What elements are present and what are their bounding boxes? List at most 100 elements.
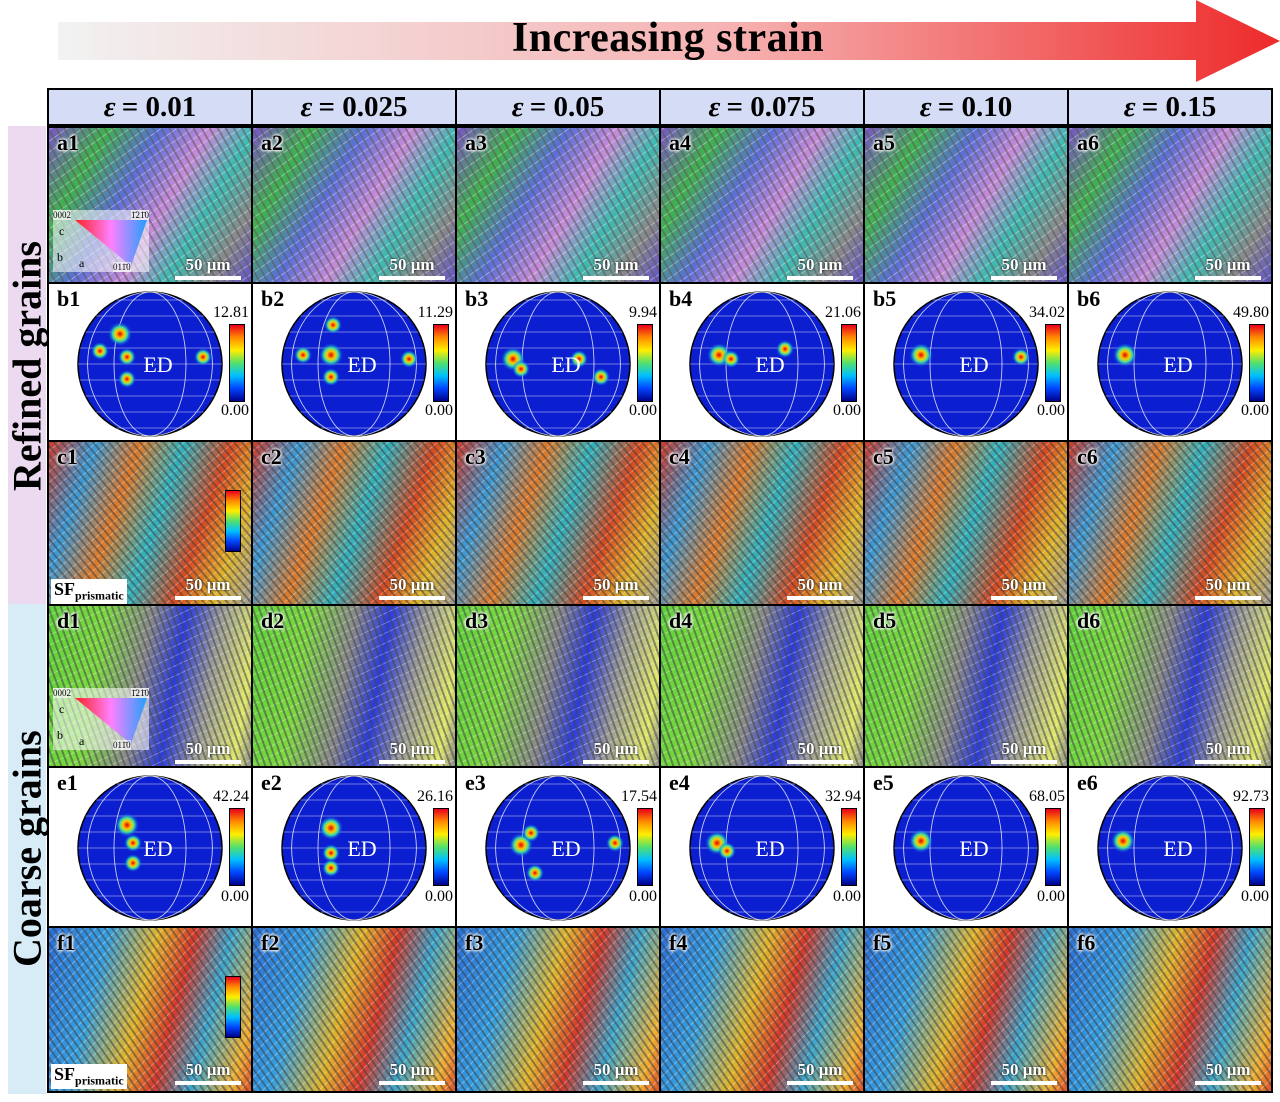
intensity-spot [718,842,736,860]
sf-colorbar [225,490,241,552]
panel-label: c2 [261,444,282,469]
epsilon-symbol: ε [1123,90,1136,123]
epsilon-symbol: ε [511,90,524,123]
scale-bar-line [787,596,853,600]
pole-figure: ED [281,291,427,437]
panel-label: f4 [669,930,688,955]
intensity-spot [324,316,342,334]
axis-a: a [79,256,85,270]
ipf-label-0110: 011̄0 [113,740,131,750]
intensity-spot [1113,343,1137,367]
colorbar [841,808,857,886]
scale-bar-label: 50 μm [593,739,639,758]
panel-b2: b2 ED 11.29 0.00 [251,282,457,444]
colorbar-max: 9.94 [629,304,657,321]
intensity-spot [124,834,142,852]
ipf-triangle [75,220,147,266]
scale-bar: 50 μm [787,255,853,280]
panel-e5: e5 ED 68.05 0.00 [863,766,1069,930]
colorbar-max: 49.80 [1233,304,1269,321]
sf-label-main: SF [54,579,76,600]
pole-figure: ED [689,291,835,437]
intensity-spot [570,350,588,368]
colorbar-min: 0.00 [1241,402,1269,419]
scale-bar-label: 50 μm [1001,1060,1047,1079]
panel-b5: b5 ED 34.02 0.00 [863,282,1069,444]
epsilon-symbol: ε [708,90,721,123]
scale-bar: 50 μm [379,575,445,600]
colorbar-min: 0.00 [629,888,657,905]
panel-label: a5 [873,130,895,155]
axis-c: c [59,224,65,238]
panel-label: e5 [873,770,894,795]
scale-bar-label: 50 μm [1205,575,1251,594]
scale-bar-line [175,1081,241,1085]
strain-value: = 0.05 [529,90,605,123]
panel-d4: d4 50 μm [659,604,865,772]
scale-bar-line [1195,760,1261,764]
ipf-label-1210: 1̄21̄0 [131,688,149,698]
scale-bar-label: 50 μm [1205,739,1251,758]
scale-bar: 50 μm [991,575,1057,600]
intensity-spot [592,368,610,386]
intensity-spot [909,343,933,367]
scale-bar-label: 50 μm [185,575,231,594]
colorbar-min: 0.00 [833,888,861,905]
colorbar [1249,324,1265,402]
colorbar-max: 68.05 [1029,788,1065,805]
sf-label-sub: prismatic [75,589,124,603]
panel-a6: a6 50 μm [1067,126,1273,288]
intensity-spot [512,360,530,378]
colorbar-max: 92.73 [1233,788,1269,805]
colorbar-min: 0.00 [221,402,249,419]
scale-bar-label: 50 μm [1001,739,1047,758]
intensity-spot [400,350,418,368]
scale-bar: 50 μm [583,739,649,764]
scale-bar-label: 50 μm [797,575,843,594]
pole-figure: ED [893,775,1039,921]
panel-f1: f1 50 μm SFprismatic [47,926,253,1093]
sf-prismatic-label: SFprismatic [51,579,127,604]
scale-bar-line [379,596,445,600]
scale-bar-label: 50 μm [1001,255,1047,274]
panel-c6: c6 50 μm [1067,440,1273,608]
colorbar [637,324,653,402]
colorbar-max: 12.81 [213,304,249,321]
colorbar-max: 26.16 [417,788,453,805]
panel-f4: f4 50 μm [659,926,865,1093]
scale-bar-line [787,1081,853,1085]
panel-label: b4 [669,286,693,311]
scale-bar-label: 50 μm [797,739,843,758]
panel-label: b2 [261,286,285,311]
panel-d5: d5 50 μm [863,604,1069,772]
scale-bar: 50 μm [379,739,445,764]
strain-value: = 0.15 [1141,90,1217,123]
intensity-spot [522,824,540,842]
scale-bar: 50 μm [991,1060,1057,1085]
pf-center-label: ED [143,352,172,377]
pole-figure: ED [485,775,631,921]
intensity-spot [91,342,109,360]
pole-figure: ED [689,775,835,921]
column-header: ε = 0.01 [47,88,253,126]
intensity-spot [322,859,340,877]
panel-label: c5 [873,444,894,469]
pole-figure: ED [77,775,223,921]
scale-bar-line [583,760,649,764]
pf-center-label: ED [959,352,988,377]
intensity-spot [319,816,343,840]
scale-bar: 50 μm [1195,255,1261,280]
panel-e3: e3 ED 17.54 0.00 [455,766,661,930]
scale-bar-line [1195,1081,1261,1085]
epsilon-symbol: ε [919,90,932,123]
colorbar-min: 0.00 [629,402,657,419]
panel-label: d4 [669,608,693,633]
panel-b6: b6 ED 49.80 0.00 [1067,282,1273,444]
strain-value: = 0.10 [937,90,1013,123]
scale-bar-label: 50 μm [593,575,639,594]
colorbar [433,808,449,886]
ipf-label-0002: 0002 [53,688,71,698]
row-group-band [8,126,46,606]
sf-label-main: SF [54,1064,76,1085]
intensity-spot [606,834,624,852]
